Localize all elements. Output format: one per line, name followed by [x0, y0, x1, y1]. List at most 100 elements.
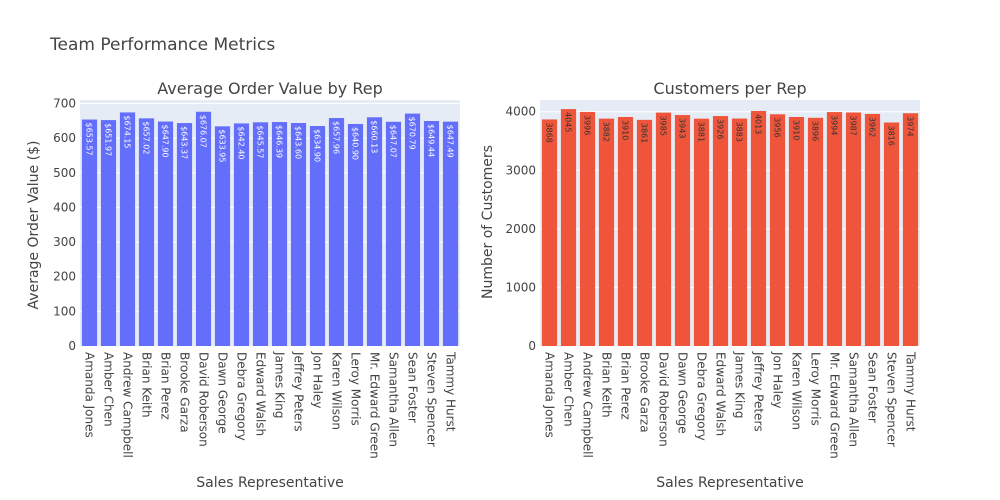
x-category-label: Jon Haley [771, 351, 785, 409]
bar [617, 116, 634, 346]
bar-data-label: 3868 [545, 122, 554, 142]
panel-average-order-value: $653.57 $651.97 $674.15 $657.02 $647.90 $643.… [26, 79, 460, 491]
plot-area-1 [80, 100, 460, 346]
y-ticks-1: 0 100 200 300 400 500 600 700 [53, 96, 76, 353]
bar [366, 117, 383, 346]
bar-data-label: 3943 [678, 118, 687, 138]
bar-data-label: 4013 [754, 114, 763, 134]
bar [769, 114, 786, 346]
bar [404, 113, 421, 346]
bar-data-label: 3926 [716, 119, 725, 139]
x-category-label: James King [733, 351, 747, 418]
main-title: Team Performance Metrics [49, 35, 275, 55]
y-tick-label: 200 [53, 270, 76, 284]
bar [693, 118, 710, 346]
y-tick-label: 600 [53, 131, 76, 145]
bar [902, 113, 919, 346]
x-category-label: Edward Walsh [714, 352, 728, 436]
y-tick-label: 0 [528, 339, 536, 353]
x-category-label: Karen Wilson [790, 352, 804, 430]
bar-data-label: $674.15 [123, 115, 132, 148]
x-category-label: Karen Wilson [330, 352, 344, 430]
bar-data-label: 3883 [735, 122, 744, 142]
bar-data-label: $642.40 [237, 126, 246, 159]
bar-data-label: $649.44 [427, 124, 436, 157]
x-category-label: Edward Walsh [254, 352, 268, 436]
bar-data-label: 3910 [621, 120, 630, 140]
x-category-label: Dawn George [216, 352, 230, 434]
bar-data-label: $670.79 [408, 117, 417, 150]
bar-data-label: 3987 [849, 115, 858, 135]
y-tick-label: 700 [53, 96, 76, 110]
bar-data-label: 3910 [792, 120, 801, 140]
bar [252, 122, 269, 346]
bar-data-label: $634.90 [313, 129, 322, 162]
bar-data-label: 3994 [830, 115, 839, 135]
bar-data-label: 3896 [811, 121, 820, 141]
x-category-label: Sean Foster [866, 352, 880, 423]
bar-data-label: 3962 [868, 117, 877, 137]
x-category-label: Mr. Edward Green [368, 352, 382, 459]
bar-data-label: 3974 [906, 116, 915, 136]
bar-data-label: $643.60 [294, 126, 303, 159]
bar [636, 119, 653, 346]
x-category-label: Amanda Jones [543, 352, 557, 438]
bar [579, 111, 596, 346]
bar-data-label: $647.49 [446, 125, 455, 158]
x-category-label: Jeffrey Peters [752, 351, 766, 432]
bar [328, 118, 345, 346]
bar-data-label: $643.37 [180, 126, 189, 159]
bar [541, 119, 558, 347]
bar [347, 123, 364, 347]
y-tick-label: 2000 [505, 222, 536, 236]
x-category-label: Debra Gregory [695, 352, 709, 441]
x-axis-title-2: Sales Representative [656, 475, 804, 491]
y-tick-label: 1000 [505, 280, 536, 294]
x-category-label: Andrew Campbell [581, 352, 595, 458]
bar-data-label: 3816 [887, 125, 896, 145]
bar [290, 123, 307, 346]
x-category-label: Samantha Allen [847, 352, 861, 447]
bars-1: $653.57 $651.97 $674.15 $657.02 $647.90 $643.… [81, 111, 459, 347]
x-category-label: David Roberson [657, 352, 671, 447]
plot-area-2 [540, 100, 920, 346]
bar-data-label: $660.13 [370, 120, 379, 153]
panel-customers-per-rep: 3868 4045 3996 3882 3910 3861 3985 3943 3881 3926… [480, 79, 920, 491]
subplot-title-2: Customers per Rep [653, 79, 806, 98]
bar [195, 111, 212, 346]
y-axis-title-1: Average Order Value ($) [26, 141, 42, 310]
x-category-label: Debra Gregory [235, 352, 249, 441]
x-category-label: Leroy Morris [349, 352, 363, 426]
bar [81, 119, 98, 346]
x-category-label: David Roberson [197, 352, 211, 447]
bar-data-label: 4045 [564, 112, 573, 132]
bar [883, 122, 900, 347]
bar [233, 123, 250, 347]
bar-data-label: 3956 [773, 117, 782, 137]
bar-data-label: 3882 [602, 122, 611, 142]
bar [731, 118, 748, 347]
x-category-label: Brian Keith [600, 352, 614, 418]
bar [138, 118, 155, 347]
bar-data-label: $647.07 [389, 125, 398, 158]
y-tick-label: 4000 [505, 105, 536, 119]
bar [826, 112, 843, 347]
x-categories-1: Amanda Jones Amber Chen Andrew Campbell Bri… [83, 351, 458, 459]
bar [271, 122, 288, 346]
x-category-label: Jon Haley [311, 351, 325, 409]
y-ticks-2: 0 1000 2000 3000 4000 [505, 105, 536, 353]
y-axis-title-2: Number of Customers [480, 145, 496, 299]
x-category-label: Steven Spencer [425, 352, 439, 447]
x-category-label: James King [273, 351, 287, 418]
bar [750, 110, 767, 347]
y-tick-label: 400 [53, 200, 76, 214]
x-category-label: Sean Foster [406, 352, 420, 423]
x-category-label: Jeffrey Peters [292, 351, 306, 432]
bar-data-label: $647.90 [161, 125, 170, 158]
bars-2: 3868 4045 3996 3882 3910 3861 3985 3943 3881 3926… [541, 109, 919, 347]
bar [712, 116, 729, 346]
bar-data-label: $640.90 [351, 127, 360, 160]
bar-data-label: $676.07 [199, 115, 208, 148]
bar [214, 126, 231, 346]
